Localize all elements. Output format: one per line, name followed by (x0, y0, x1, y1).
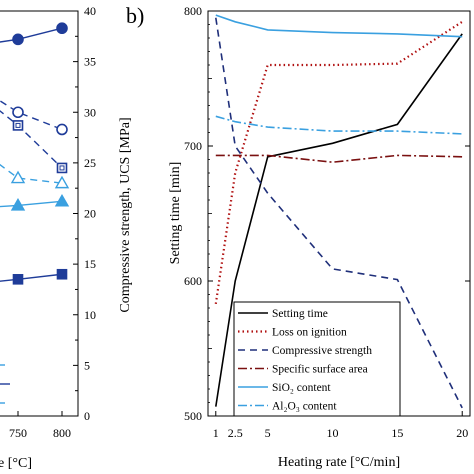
right-series-line (214, 20, 463, 305)
right-legend-box (233, 301, 401, 417)
left-series-line (0, 100, 63, 131)
right-x-tick-label: 20 (456, 426, 468, 440)
left-x-tick-label: 800 (53, 426, 71, 440)
left-x-axis-title: e [°C] (0, 456, 32, 471)
right-x-tick-label: 1 (213, 426, 219, 440)
right-x-tick-label: 15 (391, 426, 403, 440)
right-y-tick-label: 700 (184, 139, 202, 153)
left-data-point (54, 175, 70, 189)
right-series-line (215, 33, 463, 407)
panel-label-b: b) (126, 3, 144, 28)
left-y-tick-label: 5 (84, 358, 90, 372)
left-x-ticks: 750 800 (9, 411, 71, 440)
right-legend: Setting time Loss on ignition Compressive … (233, 301, 401, 417)
right-series-line (215, 17, 463, 409)
right-x-tick-label: 2.5 (228, 426, 243, 440)
right-legend-label: SiO₂ content (272, 382, 331, 394)
left-y-tick-label: 40 (84, 4, 96, 18)
left-data-point (10, 170, 26, 184)
right-legend-label: Loss on ignition (272, 327, 347, 339)
right-chart: b) 500 600 700 800 1 2.5 5 10 15 20 Setting time… (126, 3, 471, 470)
left-series-line (0, 27, 63, 43)
left-x-tick-label: 750 (9, 426, 27, 440)
right-series-line (215, 14, 463, 38)
left-y-tick-label: 25 (84, 156, 96, 170)
left-series-lines (0, 27, 63, 282)
right-series-lines (214, 14, 463, 409)
left-series-line (0, 273, 63, 282)
left-data-point (56, 123, 68, 136)
left-y-tick-label: 35 (84, 55, 96, 69)
left-data-point (56, 162, 68, 174)
left-y-tick-label: 10 (84, 308, 96, 322)
right-legend-label: Compressive strength (272, 345, 372, 357)
left-y-tick-label: 0 (84, 409, 90, 423)
left-series-line (0, 163, 63, 184)
left-data-point-inner (59, 165, 65, 171)
left-data-point (12, 120, 24, 131)
right-y-tick-label: 500 (184, 409, 202, 423)
left-legend (0, 364, 10, 404)
left-series-line (0, 200, 63, 208)
right-series-line (215, 154, 463, 164)
right-legend-label: Specific surface area (272, 364, 368, 376)
left-data-point (54, 193, 70, 207)
left-chart: 0 5 10 15 20 25 30 35 40 750 800 Compressive stre… (0, 4, 133, 471)
left-y-ticks: 0 5 10 15 20 25 30 35 40 (73, 4, 96, 423)
left-data-point (12, 33, 24, 46)
left-series-markers (10, 22, 70, 285)
left-y-tick-label: 15 (84, 257, 96, 271)
left-data-point (56, 268, 68, 280)
left-data-point (12, 274, 24, 285)
right-series-line (215, 115, 463, 135)
right-x-tick-label: 5 (265, 426, 271, 440)
right-y-axis-title: Setting time [min] (168, 162, 183, 265)
right-legend-label: Setting time (272, 308, 328, 320)
left-y-tick-label: 20 (84, 207, 96, 221)
left-y-tick-label: 30 (84, 105, 96, 119)
right-legend-label: Al₂O₃ content (272, 401, 337, 413)
right-y-tick-label: 800 (184, 4, 202, 18)
left-series-line (0, 110, 63, 169)
right-x-tick-label: 10 (327, 426, 339, 440)
left-data-point (56, 22, 68, 35)
left-plot-frame (0, 10, 79, 417)
right-x-ticks: 1 2.5 5 10 15 20 (213, 411, 468, 440)
right-x-axis-title: Heating rate [°C/min] (278, 455, 400, 470)
left-data-point-inner (15, 122, 21, 128)
right-y-ticks: 500 600 700 800 (184, 4, 470, 423)
left-data-point (12, 106, 24, 119)
left-y-axis-title: Compressive strength, UCS [MPa] (118, 117, 133, 312)
left-data-point (10, 197, 26, 211)
right-y-tick-label: 600 (184, 274, 202, 288)
